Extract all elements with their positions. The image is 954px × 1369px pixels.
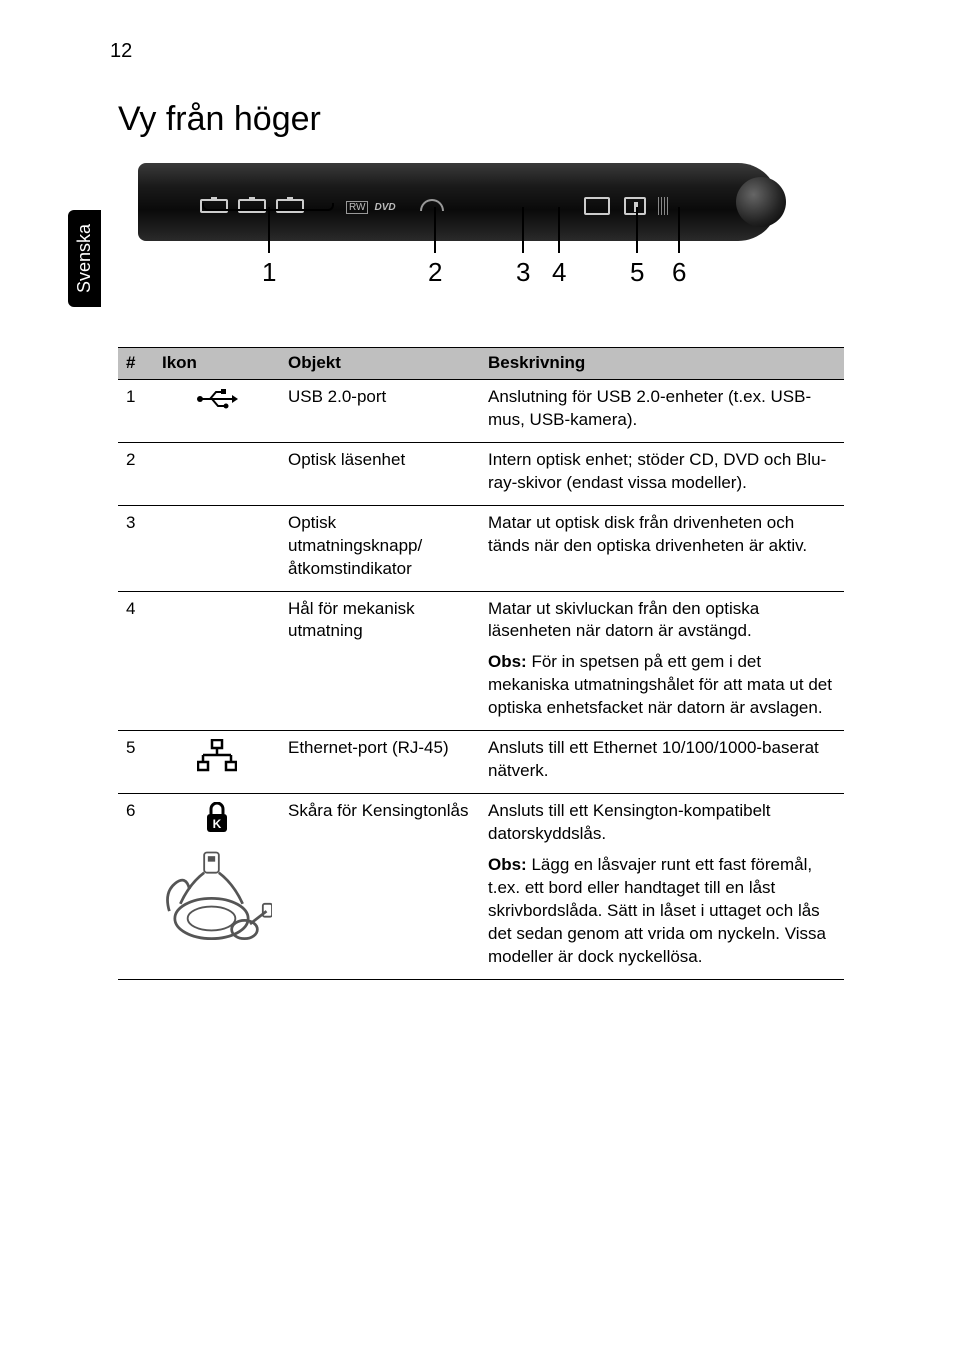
row-icon [154,442,280,505]
row-icon [154,379,280,442]
row-icon [154,591,280,731]
ethernet-port-icon [584,197,610,215]
col-number-header: # [118,348,154,380]
side-view-diagram: RWDVD 1 2 3 4 5 6 [138,163,824,317]
page-content: Vy från höger RWDVD 1 2 3 4 5 6 [118,0,844,980]
laptop-side-illustration: RWDVD [138,163,778,241]
row-description: Matar ut skivluckan från den optiska läs… [480,591,844,731]
note-text: Lägg en låsvajer runt ett fast föremål, … [488,855,826,966]
dvd-label-icon: RWDVD [346,201,396,214]
row-object: Hål för mekanisk utmatning [280,591,480,731]
row-number: 1 [118,379,154,442]
row-number: 4 [118,591,154,731]
row-object: Skåra för Kensingtonlås [280,794,480,980]
row-number: 2 [118,442,154,505]
row-object: Optisk läsenhet [280,442,480,505]
callout-number: 6 [672,257,686,288]
callout-labels: 1 2 3 4 5 6 [138,247,778,317]
row-description: Anslutning för USB 2.0-enheter (t.ex. US… [480,379,844,442]
table-row: 2 Optisk läsenhet Intern optisk enhet; s… [118,442,844,505]
col-icon-header: Ikon [154,348,280,380]
row-object: Optisk utmatningsknapp/ åtkomstindikator [280,505,480,591]
callout-number: 3 [516,257,530,288]
note-label: Obs: [488,855,527,874]
row-note: Obs: För in spetsen på ett gem i det mek… [488,651,836,720]
table-row: 5 Ethernet-port (RJ-45) Ansluts till ett… [118,731,844,794]
table-row: 4 Hål för mekanisk utmatning Matar ut sk… [118,591,844,731]
row-desc-main: Matar ut skivluckan från den optiska läs… [488,598,836,644]
callout-line [268,207,270,253]
table-row: 3 Optisk utmatningsknapp/ åtkomstindikat… [118,505,844,591]
svg-text:K: K [213,817,222,831]
callout-line [434,207,436,253]
row-description: Ansluts till ett Ethernet 10/100/1000-ba… [480,731,844,794]
table-row: 6 K [118,794,844,980]
row-description: Matar ut optisk disk från drivenheten oc… [480,505,844,591]
row-desc-main: Ansluts till ett Kensington-kompatibelt … [488,800,836,846]
callout-line [678,207,680,253]
callout-number: 1 [262,257,276,288]
callout-line [636,207,638,253]
usb-icon [196,388,238,410]
page-number: 12 [110,40,132,63]
row-number: 6 [118,794,154,980]
ports-table: # Ikon Objekt Beskrivning 1 [118,347,844,980]
table-row: 1 USB 2.0-port Anslutning för USB 2.0-en… [118,379,844,442]
row-note: Obs: Lägg en låsvajer runt ett fast före… [488,854,836,969]
row-icon [154,731,280,794]
row-icon [154,505,280,591]
row-number: 5 [118,731,154,794]
ethernet-icon [197,739,237,773]
callout-line [522,207,524,253]
row-number: 3 [118,505,154,591]
kensington-lock-illustration [162,847,272,957]
note-label: Obs: [488,652,527,671]
callout-number: 2 [428,257,442,288]
note-text: För in spetsen på ett gem i det mekanisk… [488,652,832,717]
callout-number: 4 [552,257,566,288]
callout-line [558,207,560,253]
row-object: Ethernet-port (RJ-45) [280,731,480,794]
bluray-icon [420,199,444,211]
row-icon: K [154,794,280,980]
col-object-header: Objekt [280,348,480,380]
language-tab: Svenska [68,210,101,307]
kensington-lock-icon: K [203,802,231,834]
row-description: Ansluts till ett Kensington-kompatibelt … [480,794,844,980]
callout-number: 5 [630,257,644,288]
vent-icon [658,197,668,215]
col-description-header: Beskrivning [480,348,844,380]
row-object: USB 2.0-port [280,379,480,442]
kensington-slot-icon [624,197,646,215]
page-title: Vy från höger [118,100,844,139]
table-header-row: # Ikon Objekt Beskrivning [118,348,844,380]
row-description: Intern optisk enhet; stöder CD, DVD och … [480,442,844,505]
